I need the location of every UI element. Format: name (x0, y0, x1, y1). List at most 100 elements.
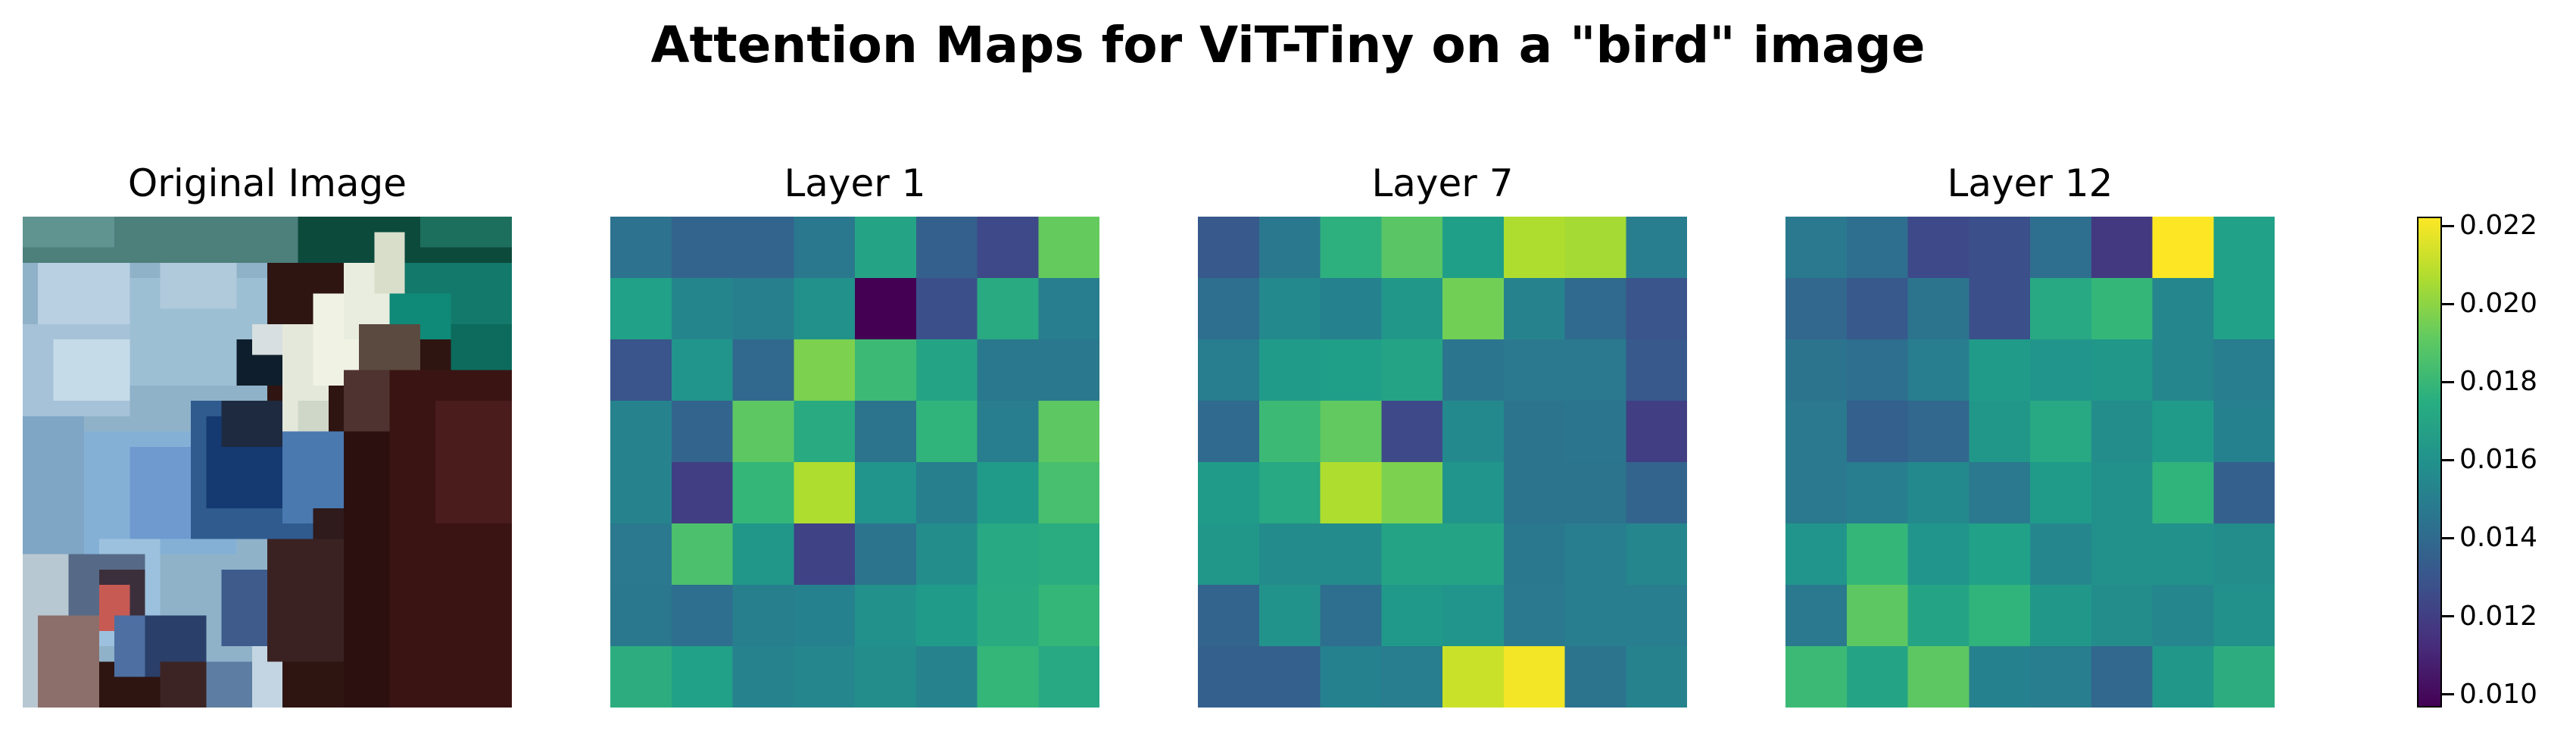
heatmap-cell (1564, 646, 1626, 708)
heatmap-cell (1503, 523, 1566, 586)
heatmap-cell (1258, 278, 1321, 340)
heatmap-cell (2213, 217, 2275, 279)
heatmap-cell (794, 462, 856, 524)
heatmap-cell (1381, 217, 1443, 279)
heatmap-cell (2091, 646, 2153, 708)
heatmap-cell (2091, 462, 2153, 524)
heatmap-cell (671, 217, 734, 279)
heatmap-cell (2091, 278, 2153, 340)
heatmap-cell (2152, 462, 2214, 524)
heatmap-cell (1442, 278, 1505, 340)
heatmap-cell (732, 523, 794, 586)
heatmap-cell (2030, 401, 2092, 463)
heatmap-cell (671, 278, 734, 340)
heatmap-cell (1846, 646, 1909, 708)
heatmap-cell (1785, 217, 1848, 279)
heatmap-cell (1503, 339, 1566, 401)
heatmap-cell (1320, 585, 1382, 647)
heatmap-cell (1258, 462, 1321, 524)
colorbar-tick (2442, 536, 2454, 539)
heatmap-cell (671, 585, 734, 647)
heatmap-cell (915, 585, 978, 647)
colorbar-tick (2442, 302, 2454, 305)
heatmap-cell (610, 585, 672, 647)
heatmap-cell (2213, 646, 2275, 708)
heatmap-cell (1969, 646, 2031, 708)
heatmap-cell (610, 339, 672, 401)
heatmap-cell (732, 585, 794, 647)
heatmap-cell (1381, 401, 1443, 463)
heatmap-cell (1198, 462, 1260, 524)
heatmap-cell (2030, 585, 2092, 647)
heatmap-cell (1198, 278, 1260, 340)
heatmap-cell (1564, 217, 1626, 279)
heatmap-cell (977, 217, 1039, 279)
heatmap-cell (671, 462, 734, 524)
heatmap-cell (855, 339, 917, 401)
colorbar-tick-label: 0.018 (2459, 366, 2538, 398)
colorbar-tick (2442, 224, 2454, 227)
heatmap-cell (915, 339, 978, 401)
heatmap-cell (1907, 278, 1969, 340)
heatmap-cell (671, 523, 734, 586)
heatmap-cell (2091, 339, 2153, 401)
heatmap-cell (977, 462, 1039, 524)
colorbar-tick-label: 0.014 (2459, 522, 2538, 554)
heatmap-cell (794, 339, 856, 401)
heatmap-cell (2213, 462, 2275, 524)
heatmap-cell (1258, 585, 1321, 647)
heatmap-cell (2091, 401, 2153, 463)
layer-7-title: Layer 7 (1371, 161, 1514, 205)
heatmap-cell (2030, 523, 2092, 586)
colorbar-tick (2442, 458, 2454, 461)
heatmap-cell (2152, 523, 2214, 586)
heatmap-cell (1381, 278, 1443, 340)
heatmap-cell (855, 462, 917, 524)
heatmap-cell (1846, 217, 1909, 279)
original-image-title: Original Image (127, 161, 407, 205)
heatmap-cell (2091, 585, 2153, 647)
heatmap-cell (1258, 217, 1321, 279)
heatmap-cell (2152, 278, 2214, 340)
heatmap-cell (855, 278, 917, 340)
heatmap-cell (1442, 462, 1505, 524)
colorbar-tick-label: 0.016 (2459, 444, 2538, 476)
heatmap-cell (1038, 339, 1099, 401)
heatmap-cell (855, 523, 917, 586)
heatmap-cell (732, 462, 794, 524)
colorbar-tick-label: 0.020 (2459, 288, 2538, 320)
heatmap-cell (855, 646, 917, 708)
heatmap-cell (610, 217, 672, 279)
layer-1-title: Layer 1 (784, 161, 926, 205)
heatmap-cell (732, 401, 794, 463)
heatmap-cell (915, 646, 978, 708)
layer-1-heatmap (610, 217, 1099, 708)
heatmap-cell (1626, 646, 1687, 708)
heatmap-cell (1785, 585, 1848, 647)
heatmap-cell (2213, 401, 2275, 463)
heatmap-cell (2030, 462, 2092, 524)
heatmap-cell (1258, 401, 1321, 463)
heatmap-cell (1038, 217, 1099, 279)
heatmap-cell (1907, 217, 1969, 279)
heatmap-cell (1442, 585, 1505, 647)
heatmap-cell (915, 462, 978, 524)
heatmap-cell (1846, 585, 1909, 647)
heatmap-cell (1381, 339, 1443, 401)
heatmap-cell (1038, 462, 1099, 524)
colorbar (2417, 217, 2442, 708)
heatmap-cell (977, 401, 1039, 463)
heatmap-cell (1381, 585, 1443, 647)
heatmap-cell (1320, 401, 1382, 463)
heatmap-cell (1626, 585, 1687, 647)
heatmap-cell (1381, 646, 1443, 708)
heatmap-cell (1442, 523, 1505, 586)
heatmap-cell (1846, 339, 1909, 401)
heatmap-cell (1785, 401, 1848, 463)
heatmap-cell (1907, 339, 1969, 401)
heatmap-cell (2030, 646, 2092, 708)
heatmap-cell (1564, 278, 1626, 340)
heatmap-cell (671, 339, 734, 401)
heatmap-cell (732, 646, 794, 708)
heatmap-cell (1442, 217, 1505, 279)
